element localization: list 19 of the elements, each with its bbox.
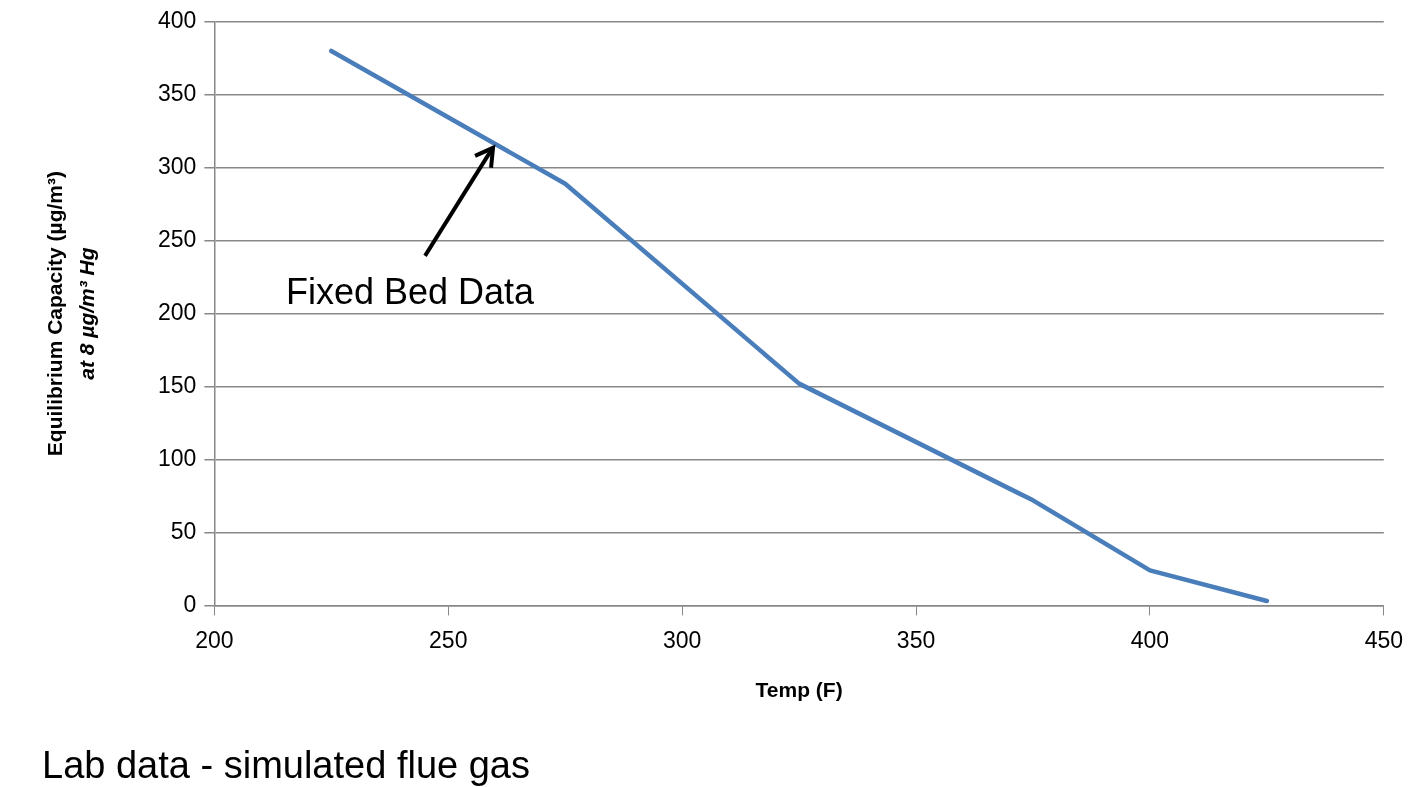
y-tick-label: 0: [183, 590, 197, 617]
y-tick-label: 50: [170, 517, 197, 544]
y-tick-label: 250: [158, 225, 197, 252]
annotation: Fixed Bed Data: [285, 270, 536, 312]
y-tick-label: 200: [158, 298, 197, 325]
x-tick-label: 250: [429, 626, 468, 653]
y-tick-label: 350: [158, 80, 197, 107]
x-tick-label: 200: [195, 626, 234, 653]
y-tick-label: 100: [158, 444, 197, 471]
x-axis-title: Temp (F): [755, 678, 843, 702]
y-axis-title: Equilibrium Capacity (µg/m³) at 8 µg/m³ Hg: [43, 171, 98, 457]
x-tick-label: 400: [1130, 626, 1170, 653]
y-tick-label: 150: [158, 371, 197, 398]
x-tick-label: 300: [662, 626, 702, 653]
y-tick-label: 300: [158, 153, 197, 180]
y-tick-label: 400: [158, 7, 197, 34]
text: Lab data - simulated flue gas: [42, 744, 530, 786]
x-tick-label: 350: [896, 626, 936, 653]
x-tick-label: 450: [1364, 626, 1403, 653]
